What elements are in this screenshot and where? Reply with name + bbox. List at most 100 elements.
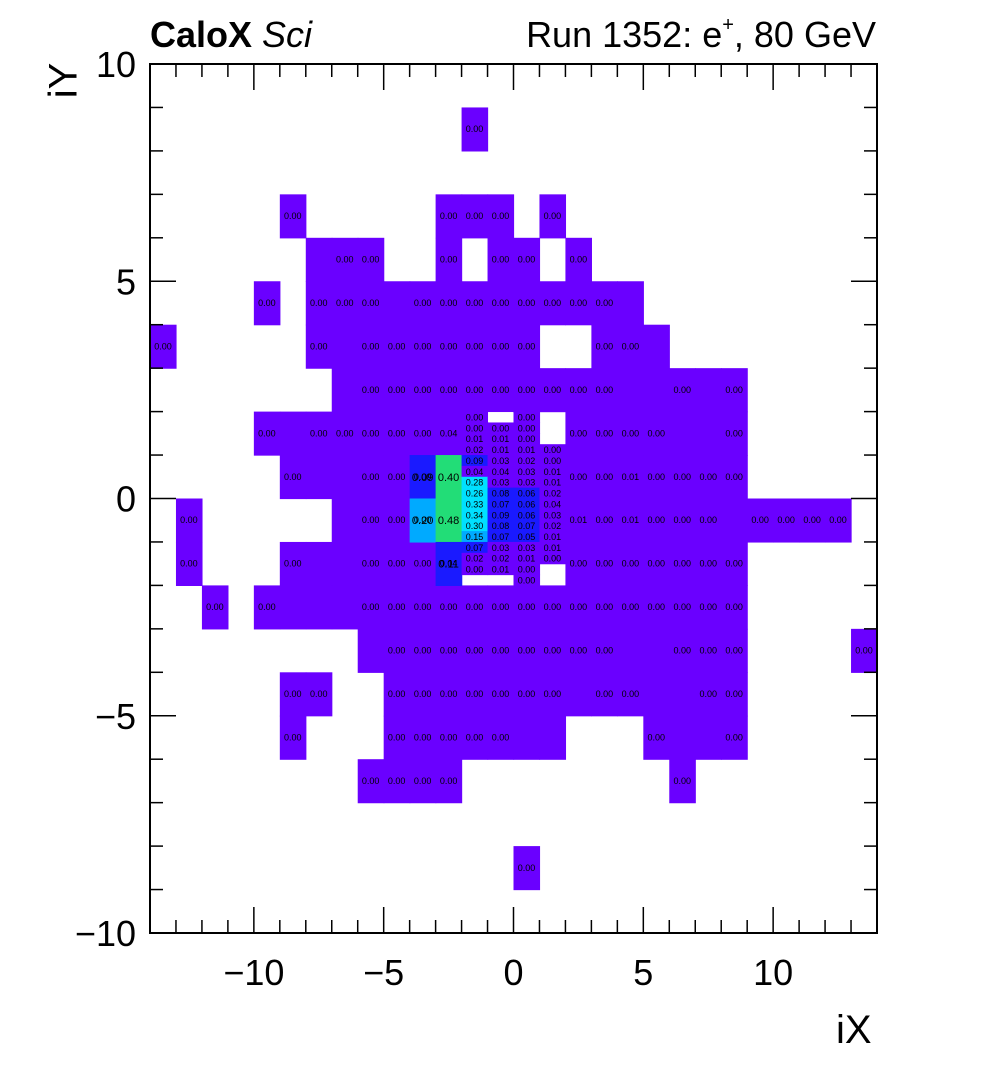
subcell-value-label: 0.00 [466, 413, 484, 423]
heatmap-cell [175, 541, 203, 586]
y-tick-label: 5 [116, 261, 136, 302]
heatmap-subcell [539, 476, 567, 489]
heatmap-cell [279, 672, 307, 717]
heatmap-cell [461, 672, 489, 717]
cell-value-label: 0.00 [440, 602, 458, 612]
heatmap-cell [435, 585, 463, 630]
heatmap-cell [669, 368, 696, 413]
heatmap-cell [539, 585, 567, 630]
cell-value-label: 0.00 [855, 646, 873, 656]
heatmap-cell [695, 715, 722, 760]
cell-value-label: 0.00 [699, 515, 717, 525]
heatmap-subcell [513, 411, 541, 424]
subcell-value-label: 0.06 [518, 489, 536, 499]
cell-value-label: 0.00 [414, 428, 432, 438]
cell-value-label: 0.00 [414, 602, 432, 612]
heatmap-cell [409, 324, 437, 369]
heatmap-cell [383, 759, 411, 804]
subcell-value-label: 0.00 [518, 434, 536, 444]
cell-value-label: 0.00 [570, 428, 588, 438]
heatmap-cell [669, 759, 696, 804]
cell-value-label: 0.00 [440, 255, 458, 265]
heatmap-cell [357, 411, 385, 456]
heatmap-cell [565, 541, 592, 586]
subcell-value-label: 0.01 [544, 532, 562, 542]
subcell-value-label: 0.04 [544, 499, 562, 509]
heatmap-subcell [539, 552, 567, 565]
heatmap-cell [409, 281, 437, 326]
heatmap-subcell [487, 498, 515, 510]
heatmap-cell [565, 498, 592, 543]
heatmap-cell [357, 281, 385, 326]
cell-value-label: 0.00 [674, 646, 692, 656]
heatmap-subcell [487, 422, 515, 434]
y-axis-title: iY [41, 62, 86, 99]
heatmap-subcell [461, 465, 489, 478]
heatmap-cell [279, 715, 307, 760]
heatmap-cell [150, 324, 177, 369]
heatmap-cell [669, 411, 696, 456]
heatmap-subcell [461, 552, 489, 565]
heatmap-cell [721, 455, 748, 500]
heatmap-subcell [513, 552, 541, 565]
cell-value-label: 0.00 [622, 428, 640, 438]
subcell-value-label: 0.01 [492, 445, 510, 455]
heatmap-cell [773, 498, 800, 543]
heatmap-cell [461, 628, 489, 673]
heatmap-cell [487, 715, 515, 760]
heatmap-cell [461, 107, 489, 152]
heatmap-subcell [461, 487, 489, 500]
heatmap-cell [643, 498, 670, 543]
heatmap-cell [279, 194, 307, 239]
cell-value-label: 0.00 [518, 341, 536, 351]
cell-value-label: 0.00 [725, 385, 743, 395]
heatmap-subcell [461, 541, 489, 554]
heatmap-cell [461, 585, 489, 630]
cell-value-label: 0.00 [648, 602, 666, 612]
heatmap-cell [513, 368, 541, 413]
heatmap-cell [695, 455, 722, 500]
x-tick-label: −10 [223, 952, 284, 993]
cell-value-label: 0.00 [518, 385, 536, 395]
cell-value-label: 0.00 [492, 341, 510, 351]
cell-value-label: 0.00 [336, 428, 354, 438]
subcell-value-label: 0.06 [518, 510, 536, 520]
heatmap-cell [721, 628, 748, 673]
heatmap-cell [487, 237, 515, 282]
subcell-value-label: 0.03 [544, 510, 562, 520]
cell-value-label: 0.00 [258, 602, 276, 612]
heatmap-cell [383, 585, 411, 630]
heatmap-cell [383, 628, 411, 673]
heatmap-subcell [461, 531, 489, 543]
heatmap-cell [669, 455, 696, 500]
subcell-value-label: 0.02 [518, 456, 536, 466]
cell-value-label: 0.00 [388, 385, 406, 395]
subcell-value-label: 0.07 [518, 521, 536, 531]
cell-value-label: 0.00 [544, 646, 562, 656]
cell-value-label: 0.00 [596, 428, 614, 438]
cell-value-label: 0.00 [310, 428, 328, 438]
heatmap-subcell [513, 422, 541, 434]
heatmap-cell [383, 715, 411, 760]
heatmap-cell [409, 759, 437, 804]
heatmap-cell [539, 194, 567, 239]
cell-value-label: 0.00 [362, 385, 380, 395]
cell-value-label: 0.00 [518, 298, 536, 308]
heatmap-cell [721, 541, 748, 586]
cell-value-label: 0.40 [438, 472, 459, 484]
cell-value-label: 0.00 [310, 341, 328, 351]
heatmap-cell [565, 628, 592, 673]
cell-value-label: 0.00 [362, 776, 380, 786]
heatmap-cell [331, 455, 359, 500]
heatmap-cell [643, 411, 670, 456]
cell-value-label: 0.00 [440, 689, 458, 699]
subcell-value-label: 0.01 [492, 434, 510, 444]
heatmap-cell [279, 455, 307, 500]
heatmap-cell [591, 455, 618, 500]
subcell-value-label: 0.01 [544, 543, 562, 553]
subcell-value-label: 0.07 [466, 543, 484, 553]
cell-value-label: 0.00 [596, 602, 614, 612]
heatmap-subcell [461, 444, 489, 456]
subcell-value-label: 0.00 [518, 423, 536, 433]
heatmap-subcell [513, 531, 541, 543]
